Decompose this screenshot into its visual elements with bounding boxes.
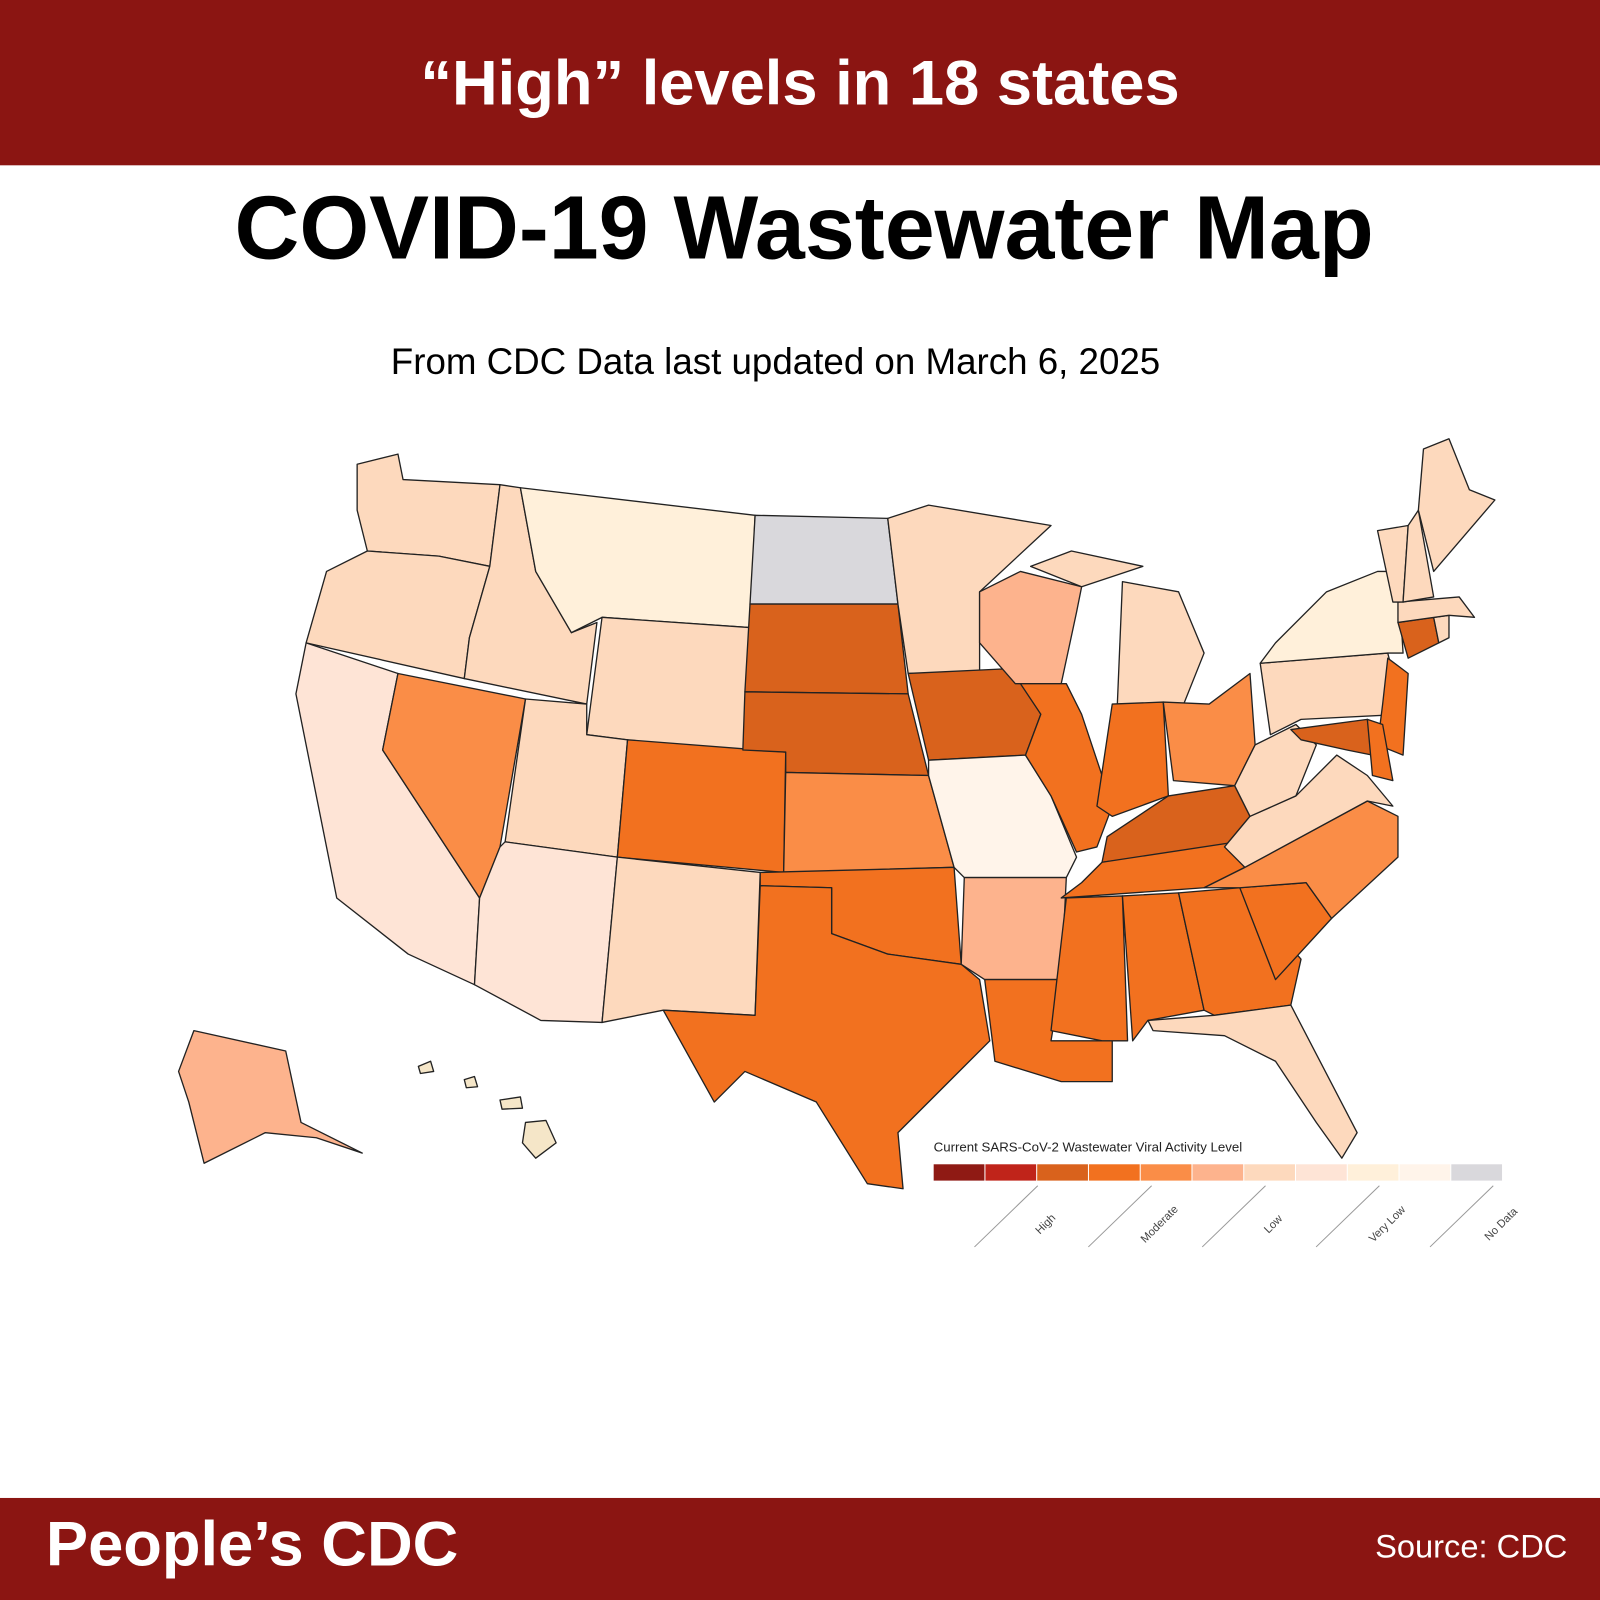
- legend-label: Moderate: [1139, 1203, 1181, 1245]
- legend-divider: [1088, 1185, 1152, 1248]
- legend-swatch: [1088, 1164, 1140, 1181]
- legend-swatch: [1347, 1164, 1399, 1181]
- legend-divider: [1429, 1185, 1494, 1248]
- legend-label: Very Low: [1367, 1203, 1409, 1245]
- legend-swatch: [1037, 1164, 1088, 1181]
- legend-swatch: [933, 1164, 985, 1181]
- legend-label: Low: [1262, 1212, 1286, 1236]
- footer-brand: People’s CDC: [46, 1510, 458, 1580]
- footer-bar: [0, 1497, 1600, 1600]
- us-map: [177, 438, 1496, 1190]
- legend-divider: [1201, 1185, 1266, 1248]
- header-title: “High” levels in 18 states: [420, 48, 1179, 118]
- legend-title: Current SARS-CoV-2 Wastewater Viral Acti…: [934, 1139, 1243, 1154]
- legend-swatch: [1296, 1164, 1347, 1181]
- legend-swatch: [985, 1164, 1037, 1181]
- legend-swatch: [1244, 1164, 1295, 1181]
- map-title: COVID-19 Wastewater Map: [234, 178, 1373, 278]
- legend-divider: [1315, 1185, 1380, 1248]
- legend-label: High: [1033, 1212, 1058, 1237]
- legend-swatch: [1192, 1164, 1244, 1181]
- legend-divider: [974, 1185, 1039, 1248]
- legend-swatch: [1140, 1164, 1192, 1181]
- legend-label: No Data: [1483, 1205, 1521, 1243]
- legend-swatch: [1451, 1164, 1503, 1181]
- header-bar: [0, 0, 1600, 166]
- map-subtitle: From CDC Data last updated on March 6, 2…: [391, 341, 1160, 382]
- footer-source: Source: CDC: [1375, 1528, 1567, 1565]
- legend-swatch: [1399, 1164, 1451, 1181]
- legend: Current SARS-CoV-2 Wastewater Viral Acti…: [933, 1139, 1521, 1248]
